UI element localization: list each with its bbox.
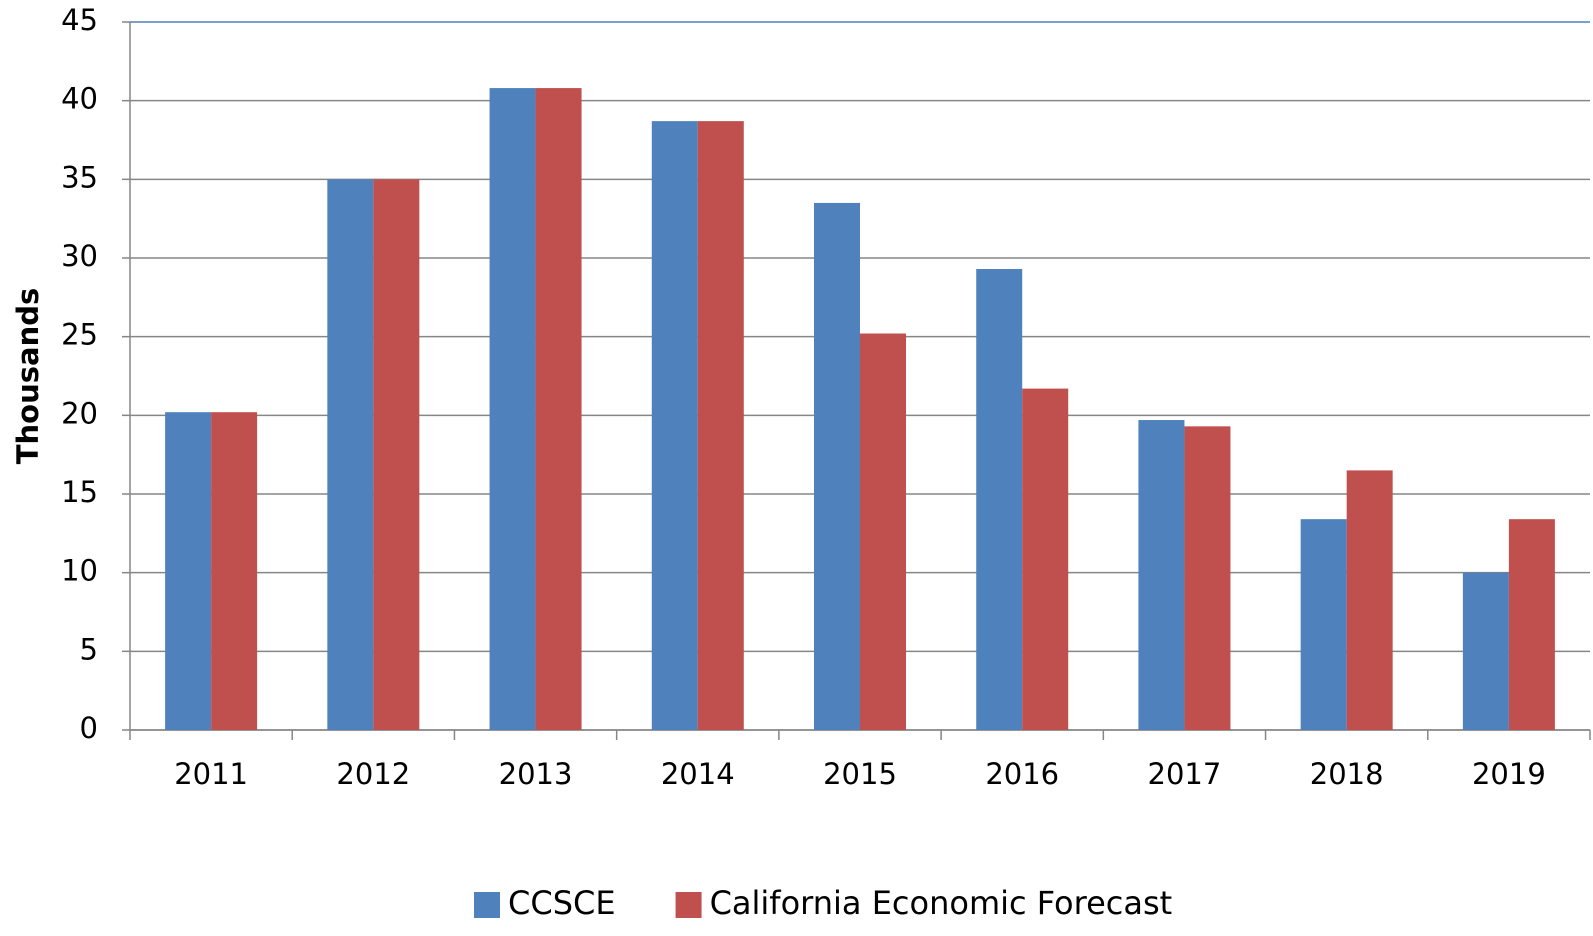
bar bbox=[1184, 426, 1231, 730]
bar bbox=[1462, 572, 1509, 730]
bar bbox=[165, 412, 212, 730]
y-tick-label: 10 bbox=[61, 554, 98, 588]
bar bbox=[535, 88, 582, 730]
y-axis-label: Thousands bbox=[11, 288, 45, 465]
legend-label: CCSCE bbox=[508, 884, 616, 922]
bar bbox=[327, 179, 374, 731]
x-tick-label: 2012 bbox=[336, 757, 410, 791]
bar bbox=[211, 412, 258, 730]
bar bbox=[814, 202, 860, 730]
bar bbox=[1508, 519, 1555, 730]
bar bbox=[697, 121, 744, 731]
bar bbox=[1138, 420, 1185, 730]
bar bbox=[976, 269, 1023, 730]
y-tick-label: 15 bbox=[61, 475, 98, 509]
legend-swatch bbox=[675, 892, 702, 918]
x-tick-label: 2015 bbox=[823, 757, 897, 791]
x-tick-label: 2017 bbox=[1148, 757, 1222, 791]
y-tick-label: 45 bbox=[61, 3, 98, 37]
y-tick-label: 0 bbox=[80, 711, 98, 745]
y-tick-label: 30 bbox=[61, 239, 98, 273]
x-tick-label: 2019 bbox=[1472, 757, 1546, 791]
bar bbox=[651, 121, 698, 731]
bar bbox=[489, 88, 536, 730]
bar bbox=[1300, 519, 1347, 730]
bar bbox=[860, 333, 906, 730]
x-tick-label: 2018 bbox=[1310, 757, 1384, 791]
y-tick-label: 25 bbox=[61, 318, 98, 352]
bar bbox=[1022, 388, 1069, 730]
x-tick-label: 2013 bbox=[499, 757, 573, 791]
bar bbox=[1346, 470, 1393, 730]
y-tick-label: 40 bbox=[61, 82, 98, 116]
legend-swatch bbox=[474, 892, 500, 918]
x-tick-label: 2016 bbox=[985, 757, 1059, 791]
legend-label: California Economic Forecast bbox=[710, 884, 1173, 922]
y-tick-label: 35 bbox=[61, 160, 98, 194]
bar bbox=[373, 179, 420, 731]
y-tick-label: 20 bbox=[61, 396, 98, 430]
x-tick-label: 2014 bbox=[661, 757, 735, 791]
x-tick-label: 2011 bbox=[174, 757, 248, 791]
y-tick-label: 5 bbox=[80, 632, 98, 666]
